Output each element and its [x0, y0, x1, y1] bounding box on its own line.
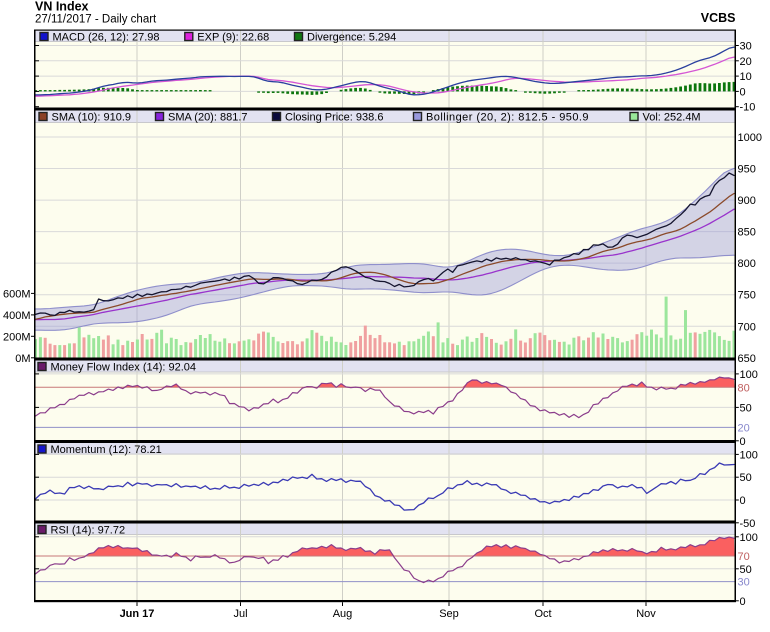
- svg-text:0: 0: [740, 436, 746, 448]
- svg-text:SMA (20): 881.7: SMA (20): 881.7: [168, 112, 248, 124]
- svg-text:20: 20: [738, 422, 750, 434]
- svg-text:50: 50: [740, 564, 752, 576]
- svg-text:Money Flow Index (14): 92.04: Money Flow Index (14): 92.04: [51, 362, 197, 374]
- svg-text:SMA (10): 910.9: SMA (10): 910.9: [52, 112, 132, 124]
- svg-text:70: 70: [738, 551, 750, 563]
- svg-text:80: 80: [738, 382, 750, 394]
- svg-text:VN Index: VN Index: [35, 0, 89, 14]
- svg-text:Jul: Jul: [233, 608, 247, 620]
- svg-text:400M: 400M: [3, 310, 31, 322]
- svg-text:750: 750: [738, 290, 756, 302]
- svg-text:10: 10: [740, 71, 752, 83]
- svg-text:0: 0: [740, 495, 746, 507]
- svg-text:650: 650: [738, 353, 756, 365]
- svg-text:50: 50: [740, 472, 752, 484]
- svg-text:1000: 1000: [738, 132, 762, 144]
- svg-text:MACD (26, 12): 27.98: MACD (26, 12): 27.98: [53, 32, 160, 44]
- svg-text:RSI (14): 97.72: RSI (14): 97.72: [51, 525, 126, 537]
- svg-text:100: 100: [740, 369, 758, 381]
- svg-text:Bollinger (20, 2): 812.5 - 950: Bollinger (20, 2): 812.5 - 950.9: [426, 112, 589, 124]
- svg-text:Sep: Sep: [439, 608, 459, 620]
- svg-text:0: 0: [740, 596, 746, 608]
- svg-text:20: 20: [740, 56, 752, 68]
- svg-text:EXP (9): 22.68: EXP (9): 22.68: [197, 32, 269, 44]
- svg-text:100: 100: [740, 449, 758, 461]
- svg-text:Closing Price: 938.6: Closing Price: 938.6: [285, 112, 383, 124]
- svg-text:850: 850: [738, 227, 756, 239]
- svg-text:Nov: Nov: [636, 608, 656, 620]
- svg-text:-10: -10: [740, 102, 756, 114]
- svg-text:30: 30: [738, 577, 750, 589]
- svg-text:30: 30: [740, 41, 752, 53]
- svg-text:600M: 600M: [3, 288, 31, 300]
- svg-text:Momentum (12): 78.21: Momentum (12): 78.21: [51, 444, 162, 456]
- svg-text:-50: -50: [740, 518, 756, 530]
- svg-text:Oct: Oct: [534, 608, 551, 620]
- svg-text:Divergence: 5.294: Divergence: 5.294: [307, 32, 396, 44]
- svg-text:100: 100: [740, 532, 758, 544]
- svg-text:0: 0: [740, 86, 746, 98]
- svg-text:Jun 17: Jun 17: [120, 608, 155, 620]
- svg-text:27/11/2017 - Daily chart: 27/11/2017 - Daily chart: [35, 14, 157, 26]
- svg-text:Aug: Aug: [333, 608, 353, 620]
- svg-text:Vol: 252.4M: Vol: 252.4M: [643, 112, 701, 124]
- svg-text:VCBS: VCBS: [701, 11, 736, 25]
- svg-text:800: 800: [738, 258, 756, 270]
- svg-text:50: 50: [740, 402, 752, 414]
- svg-text:900: 900: [738, 195, 756, 207]
- svg-text:950: 950: [738, 164, 756, 176]
- svg-text:700: 700: [738, 321, 756, 333]
- svg-text:200M: 200M: [3, 331, 31, 343]
- svg-text:0M: 0M: [15, 353, 30, 365]
